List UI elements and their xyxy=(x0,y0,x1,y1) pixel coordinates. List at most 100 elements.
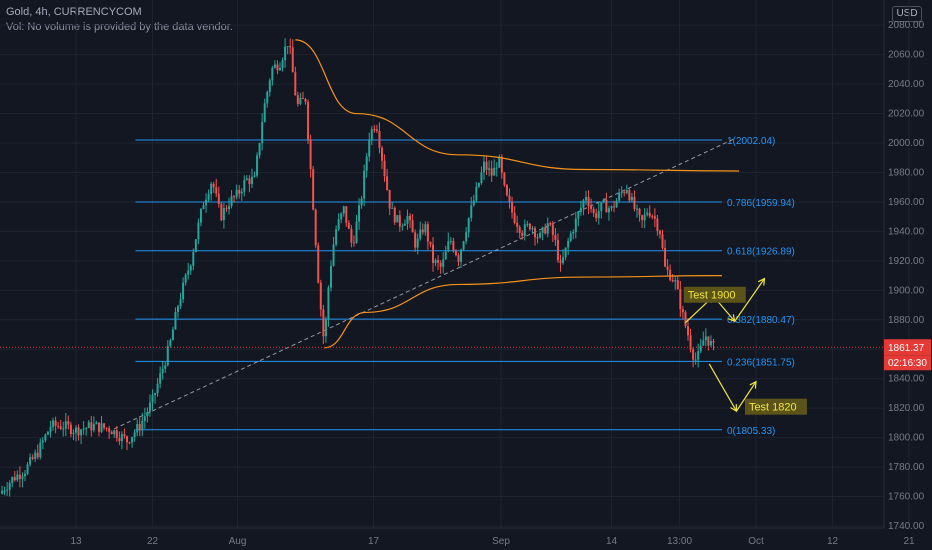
candle-body xyxy=(518,226,521,233)
candle-body xyxy=(54,420,57,426)
candle-body xyxy=(539,232,542,238)
candle-body xyxy=(398,215,401,227)
candle-body xyxy=(161,368,164,374)
candle-body xyxy=(653,216,656,219)
price-tick-label: 1940.00 xyxy=(888,226,925,237)
candle-body xyxy=(126,436,128,443)
candle-body xyxy=(39,442,42,458)
candle-body xyxy=(11,477,14,483)
candle-body xyxy=(352,242,355,244)
candle-body xyxy=(421,229,424,233)
candle-body xyxy=(205,199,208,206)
candle-body xyxy=(358,205,361,222)
last-price-tag: 1861.37 xyxy=(888,343,925,354)
candle-body xyxy=(103,423,106,428)
candle-body xyxy=(317,245,320,283)
candle-body xyxy=(480,172,483,183)
candle-body xyxy=(602,199,605,203)
countdown-tag: 02:16:30 xyxy=(888,358,927,369)
candle-body xyxy=(633,196,636,210)
candle-body xyxy=(13,477,16,481)
candle-body xyxy=(222,208,225,221)
candle-body xyxy=(689,335,692,350)
candle-body xyxy=(266,91,269,104)
candle-body xyxy=(314,209,317,246)
candle-body xyxy=(462,241,465,250)
fib-level-label: 0.786(1959.94) xyxy=(727,198,795,209)
candle-body xyxy=(551,224,554,235)
candle-body xyxy=(182,282,185,300)
candle-body xyxy=(406,215,409,224)
price-tick-label: 1800.00 xyxy=(888,433,925,444)
candle-body xyxy=(69,424,72,435)
candle-body xyxy=(613,206,616,208)
candle-body xyxy=(597,211,600,219)
curve-upper xyxy=(295,39,740,172)
price-tick-label: 1840.00 xyxy=(888,374,925,385)
candle-body xyxy=(472,200,475,206)
candle-body xyxy=(490,168,493,176)
candle-body xyxy=(646,212,649,215)
time-tick-label: 22 xyxy=(147,536,159,547)
fib-level-label: 0.618(1926.89) xyxy=(727,247,795,258)
candle-body xyxy=(564,247,567,258)
candle-body xyxy=(245,178,248,180)
candle-body xyxy=(141,420,144,431)
candle-body xyxy=(378,131,381,148)
time-tick-label: 21 xyxy=(903,536,915,547)
candle-body xyxy=(574,218,577,232)
grid-lines xyxy=(0,0,910,528)
candle-body xyxy=(337,219,340,230)
candle-body xyxy=(92,424,95,431)
candle-body xyxy=(582,200,585,208)
candle-body xyxy=(250,176,253,185)
candle-body xyxy=(97,422,100,432)
test-label: Test 1820 xyxy=(749,402,797,414)
candle-body xyxy=(16,474,19,481)
candle-body xyxy=(164,365,167,369)
candle-body xyxy=(559,260,562,264)
candle-body xyxy=(322,309,325,337)
candle-body xyxy=(368,139,371,157)
candle-body xyxy=(528,223,531,230)
candle-body xyxy=(702,340,705,346)
candle-body xyxy=(289,46,292,48)
price-axis[interactable]: 1740.00 1760.00 1780.00 1800.00 1820.00 1840.… xyxy=(883,0,925,532)
time-tick-label: Aug xyxy=(229,536,247,547)
candle-body xyxy=(301,97,304,99)
candle-body xyxy=(383,160,386,177)
candle-body xyxy=(118,438,121,442)
candle-body xyxy=(475,186,478,201)
candle-body xyxy=(592,208,595,214)
candle-body xyxy=(493,167,496,176)
candle-body xyxy=(261,121,264,144)
candle-body xyxy=(59,426,62,429)
candle-body xyxy=(615,200,618,208)
candle-body xyxy=(49,426,52,432)
candle-body xyxy=(465,232,468,242)
candle-body xyxy=(105,427,108,429)
candle-body xyxy=(546,223,549,234)
fib-level-label: 0(1805.33) xyxy=(727,426,775,437)
price-tick-label: 2080.00 xyxy=(888,20,925,31)
candle-body xyxy=(8,482,11,490)
price-tick-label: 1960.00 xyxy=(888,197,925,208)
candle-body xyxy=(24,473,26,477)
fib-level-label: 0.382(1880.47) xyxy=(727,315,795,326)
candle-body xyxy=(411,220,414,233)
time-axis[interactable]: 13 22 Aug 17 Sep 14 13:00 Oct 12 21 xyxy=(0,527,915,547)
candle-body xyxy=(388,189,391,209)
candle-body xyxy=(579,207,582,213)
candle-body xyxy=(676,280,679,290)
candle-body xyxy=(712,341,715,343)
price-tick-label: 2040.00 xyxy=(888,79,925,90)
candle-body xyxy=(674,280,677,282)
time-tick-label: 13:00 xyxy=(667,536,692,547)
candle-body xyxy=(687,326,689,336)
candle-body xyxy=(258,143,261,156)
currency-badge[interactable]: USD xyxy=(892,6,922,22)
candle-body xyxy=(365,156,368,171)
test-label-bg xyxy=(744,398,807,415)
